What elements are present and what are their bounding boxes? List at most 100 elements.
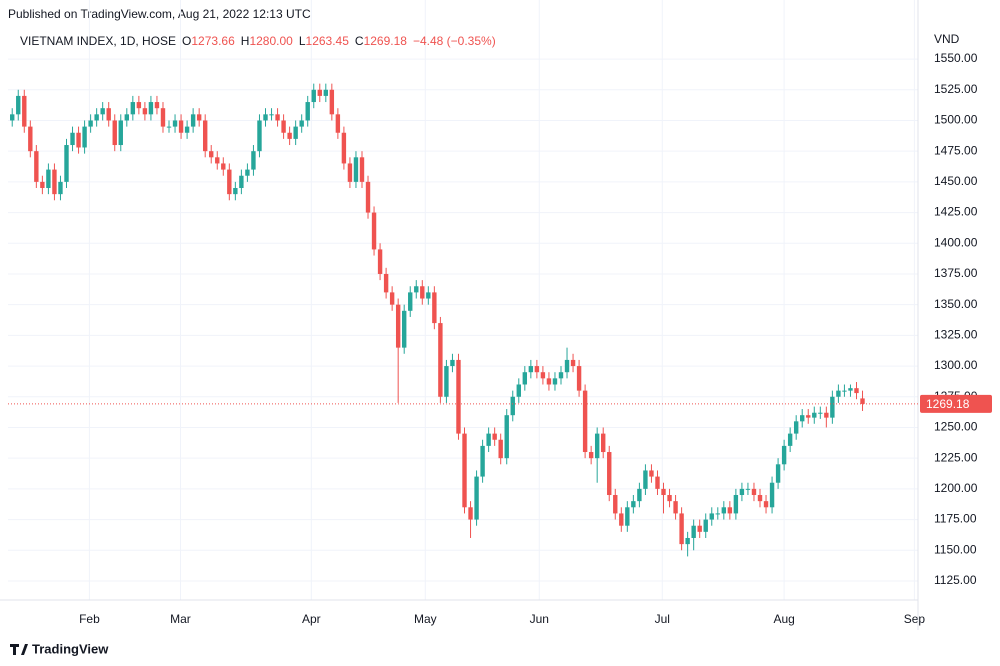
candle-body [480, 445, 485, 477]
candle-body [40, 181, 45, 189]
candle-body [341, 132, 347, 164]
y-tick-label: 1375.00 [934, 266, 978, 280]
candle-body [34, 151, 39, 182]
candle-body [516, 384, 521, 397]
candle-body [697, 525, 702, 532]
candle-body [160, 108, 166, 127]
candle-body [721, 507, 727, 514]
y-tick-label: 1325.00 [934, 328, 978, 342]
candle-body [22, 95, 27, 127]
candle-body [679, 513, 684, 545]
candle-body [498, 439, 503, 459]
candle-body [287, 132, 292, 139]
candle-body [263, 114, 268, 121]
candle-body [112, 120, 117, 146]
candle-body [510, 396, 515, 416]
candle-body [94, 114, 99, 121]
x-tick-label: May [414, 612, 437, 626]
ohlc-value: 1263.45 [306, 34, 350, 48]
candle-body [395, 304, 401, 348]
candle-body [588, 452, 594, 459]
candle-body [335, 114, 341, 133]
candle-body [757, 495, 763, 502]
candle-body [824, 412, 829, 418]
y-tick-label: 1550.00 [934, 51, 978, 65]
candle-body [293, 126, 298, 139]
candle-body [625, 507, 630, 526]
candle-body [775, 464, 781, 483]
candle-body [196, 114, 202, 121]
candle-body [787, 433, 793, 446]
candle-body [233, 188, 238, 195]
price-label: 1269.18 [926, 397, 970, 411]
candle-body [299, 120, 304, 127]
candle-body [184, 126, 190, 133]
candle-body [830, 396, 835, 418]
candle-body [800, 415, 805, 422]
y-unit: VND [934, 32, 960, 46]
x-tick-label: Jul [655, 612, 670, 626]
candle-body [456, 359, 461, 434]
candle-body [190, 114, 196, 127]
candles [10, 83, 865, 557]
candle-body [685, 537, 690, 545]
ohlc-label: C [355, 34, 364, 48]
candle-body [172, 120, 178, 127]
candle-body [100, 108, 105, 115]
candle-body [16, 95, 21, 115]
candle-body [661, 488, 666, 496]
candle-body [842, 390, 847, 392]
x-tick-label: Apr [302, 612, 321, 626]
candle-body [10, 114, 15, 121]
candle-body [269, 114, 274, 116]
candle-body [504, 415, 509, 459]
candle-body [178, 120, 184, 133]
candle-body [649, 470, 654, 477]
y-tick-label: 1225.00 [934, 450, 978, 464]
candle-body [275, 114, 280, 121]
candle-body [383, 273, 389, 293]
ohlc-label: O [182, 34, 191, 48]
candle-body [420, 286, 425, 299]
ohlc-value: 1273.66 [191, 34, 235, 48]
candle-body [58, 181, 63, 195]
y-tick-label: 1425.00 [934, 205, 978, 219]
candle-body [365, 181, 371, 213]
candle-body [251, 151, 256, 170]
candle-body [359, 157, 365, 182]
candle-body [613, 495, 618, 514]
candle-body [46, 169, 51, 189]
candle-body [558, 372, 564, 379]
candle-body [715, 513, 720, 515]
candle-body [377, 249, 383, 274]
y-tick-label: 1150.00 [934, 542, 977, 556]
candle-body [64, 145, 69, 182]
candle-body [329, 89, 335, 115]
y-tick-label: 1500.00 [934, 113, 978, 127]
brand-logo: TradingView [10, 641, 109, 656]
candle-body [209, 151, 214, 158]
ohlc-value: 1280.00 [249, 34, 293, 48]
candle-body [793, 421, 799, 434]
brand: TradingView [32, 641, 109, 656]
candle-body [142, 108, 148, 115]
candle-body [317, 89, 322, 96]
candle-body [486, 433, 491, 446]
candle-body [257, 120, 262, 152]
candle-body [426, 292, 431, 299]
candle-body [347, 163, 353, 182]
y-tick-label: 1200.00 [934, 481, 978, 495]
candle-body [818, 412, 823, 414]
ohlc-label: H [241, 34, 250, 48]
x-tick-label: Aug [773, 612, 794, 626]
candle-body [546, 378, 552, 385]
candle-body [70, 132, 75, 146]
x-tick-label: Sep [904, 612, 926, 626]
candle-body [655, 476, 660, 489]
candle-body [148, 102, 154, 115]
candle-body [552, 378, 558, 385]
candle-body [769, 482, 775, 508]
candle-body [323, 89, 329, 96]
candle-body [82, 126, 87, 148]
